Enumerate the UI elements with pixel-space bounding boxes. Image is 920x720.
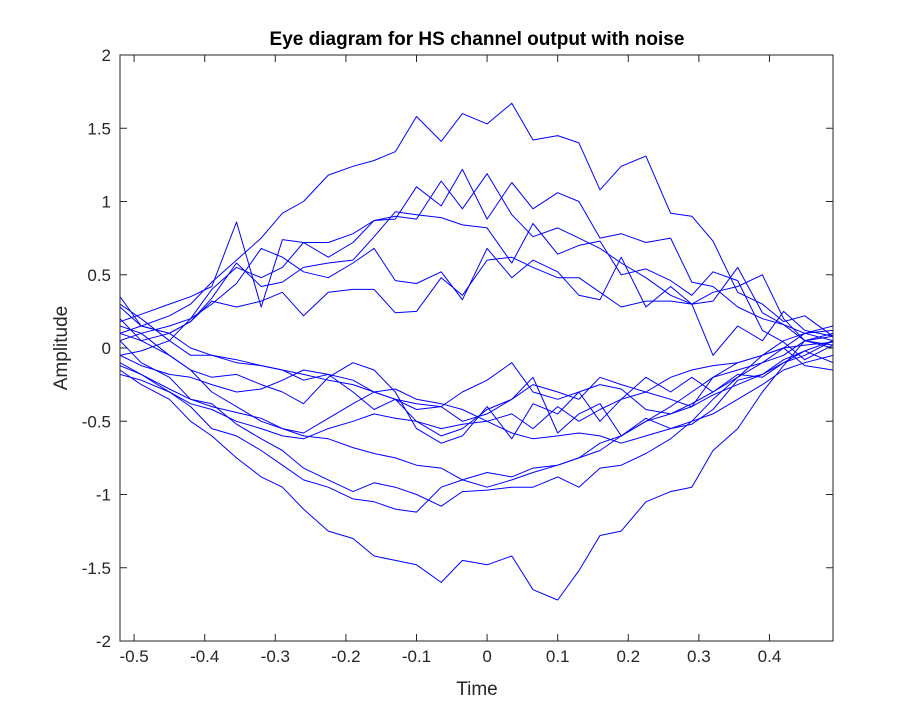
x-tick-label: 0.1: [546, 647, 570, 666]
trace-4: [120, 211, 833, 361]
x-tick-label: -0.3: [261, 647, 290, 666]
y-tick-label: 0: [102, 339, 111, 358]
x-tick-label: 0.3: [687, 647, 711, 666]
y-tick-label: 1.5: [87, 119, 111, 138]
trace-7: [120, 303, 833, 430]
y-tick-label: 0.5: [87, 266, 111, 285]
trace-5: [120, 247, 833, 356]
trace-15: [120, 318, 833, 437]
x-tick-label: -0.5: [119, 647, 148, 666]
trace-11: [120, 354, 833, 444]
trace-6: [120, 256, 833, 349]
trace-16: [120, 340, 833, 488]
trace-14: [120, 325, 833, 444]
x-tick-label: 0.4: [758, 647, 782, 666]
x-axis-label: Time: [456, 679, 498, 700]
signal-traces: [120, 102, 833, 601]
y-tick-label: -1.5: [82, 559, 111, 578]
x-tick-label: -0.2: [331, 647, 360, 666]
trace-9: [120, 332, 833, 601]
trace-12: [120, 332, 833, 434]
y-tick-label: 2: [102, 46, 111, 65]
x-tick-label: -0.4: [190, 647, 219, 666]
x-tick-label: 0.2: [616, 647, 640, 666]
trace-10: [120, 329, 833, 507]
trace-8: [120, 341, 833, 513]
trace-2: [120, 168, 833, 342]
y-tick-label: -0.5: [82, 412, 111, 431]
y-axis-ticks: -2 -1.5 -1 -0.5 0 0.5 1 1.5 2: [82, 46, 833, 651]
x-tick-label: 0: [482, 647, 491, 666]
y-axis-label: Amplitude: [51, 306, 72, 391]
y-tick-label: -2: [96, 632, 111, 651]
chart-title: Eye diagram for HS channel output with n…: [270, 29, 685, 50]
trace-13: [120, 347, 833, 415]
trace-3: [120, 173, 833, 356]
x-tick-label: -0.1: [402, 647, 431, 666]
y-tick-label: 1: [102, 193, 111, 212]
y-tick-label: -1: [96, 486, 111, 505]
trace-1: [120, 102, 833, 337]
x-axis-ticks: -0.5 -0.4 -0.3 -0.2 -0.1 0 0.1 0.2 0.3 0.4: [119, 55, 781, 666]
